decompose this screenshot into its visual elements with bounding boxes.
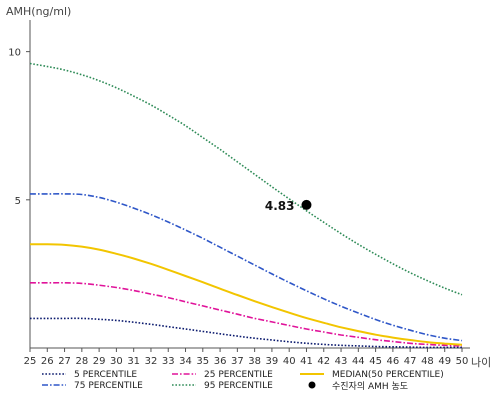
y-axis-label: AMH(ng/ml) (6, 5, 71, 18)
x-tick-label: 45 (369, 356, 382, 367)
x-tick-label: 33 (162, 356, 175, 367)
x-tick-label: 36 (214, 356, 227, 367)
x-ticks: 25 26 27 28 29 30 31 32 33 34 35 36 37 38 39 40 41 42 43 44… (24, 348, 469, 367)
series-line (29, 62, 463, 296)
x-tick-label: 50 (456, 356, 469, 367)
x-tick-label: 31 (127, 356, 140, 367)
series-line (29, 243, 463, 346)
patient-amh-marker (301, 199, 312, 210)
y-tick-label: 10 (8, 48, 21, 59)
x-tick-label: 32 (145, 356, 158, 367)
x-tick-label: 49 (438, 356, 451, 367)
x-tick-label: 39 (266, 356, 279, 367)
x-tick-label: 29 (93, 356, 106, 367)
y-tick-label: 5 (15, 196, 21, 207)
legend-label: 수진자의 AMH 농도 (332, 381, 408, 392)
x-tick-label: 26 (41, 356, 54, 367)
x-tick-label: 34 (179, 356, 192, 367)
legend-label: 75 PERCENTILE (74, 381, 143, 391)
series-line (29, 193, 463, 342)
x-tick-label: 48 (421, 356, 434, 367)
series-line (29, 281, 463, 347)
x-axis-label: 나이 (471, 356, 491, 369)
legend-label: MEDIAN(50 PERCENTILE) (332, 370, 444, 380)
legend-label: 95 PERCENTILE (204, 381, 273, 391)
patient-amh-value-label: 4.83 (265, 199, 295, 213)
x-tick-label: 46 (387, 356, 400, 367)
legend-marker-swatch (308, 381, 316, 389)
x-tick-label: 41 (300, 356, 313, 367)
patient-marker-group: 4.83 (265, 199, 312, 213)
x-tick-label: 40 (283, 356, 296, 367)
x-tick-label: 42 (317, 356, 330, 367)
series-line (30, 317, 462, 349)
y-ticks: 5 10 (8, 48, 30, 207)
x-tick-label: 44 (352, 356, 365, 367)
x-tick-label: 35 (196, 356, 209, 367)
x-tick-label: 47 (404, 356, 417, 367)
legend-label: 25 PERCENTILE (204, 370, 273, 380)
legend-label: 5 PERCENTILE (74, 370, 137, 380)
x-tick-label: 37 (231, 356, 244, 367)
x-tick-label: 30 (110, 356, 123, 367)
x-tick-label: 38 (248, 356, 261, 367)
x-tick-label: 43 (335, 356, 348, 367)
x-tick-label: 25 (24, 356, 37, 367)
series-lines (29, 62, 463, 349)
x-tick-label: 27 (58, 356, 71, 367)
x-tick-label: 28 (75, 356, 88, 367)
